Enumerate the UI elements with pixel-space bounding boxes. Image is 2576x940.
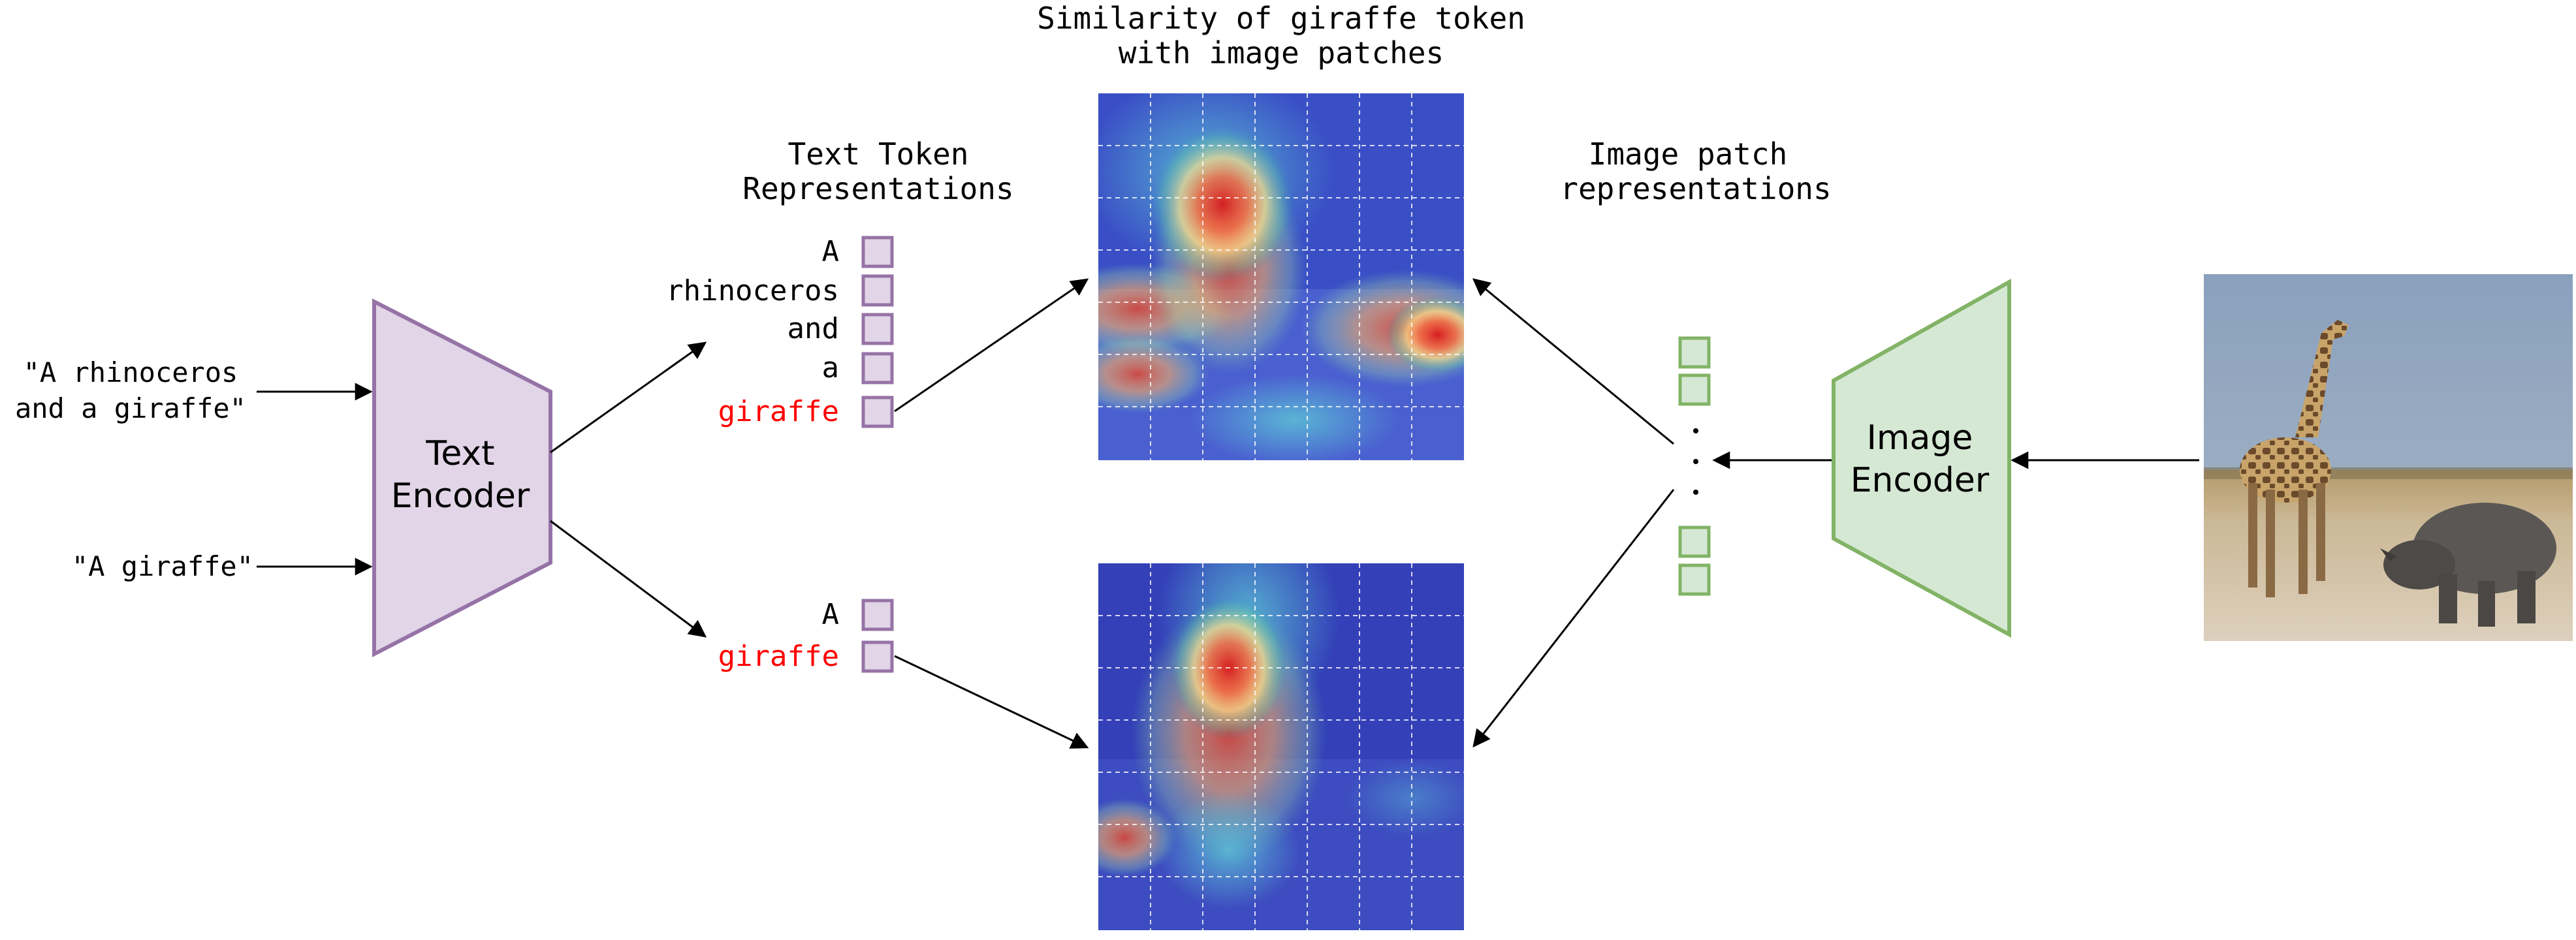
patch-embedding-box (1678, 563, 1711, 596)
token-embedding-box-giraffe (861, 640, 894, 673)
input-text-1-line2: and a giraffe" (15, 392, 246, 424)
patch-header-line2: representations (1560, 171, 1831, 206)
input-text-1-line1: "A rhinoceros (24, 356, 238, 388)
arrow-giraffe-token-to-top-heatmap (894, 278, 1089, 413)
token-embedding-box (861, 236, 894, 268)
input-text-2: "A giraffe" (72, 550, 253, 582)
patch-embedding-column (1678, 336, 1711, 596)
token-label: A (822, 235, 840, 268)
giraffe-shape (2240, 320, 2349, 597)
arrow-patches-to-top-heatmap (1472, 278, 1674, 445)
image-encoder-label-line1: Image (1867, 418, 1973, 458)
token-label: A (822, 598, 840, 631)
patch-embedding-box (1678, 525, 1711, 558)
token-embedding-box (861, 274, 894, 307)
top-token-list: A rhinoceros and a giraffe (666, 235, 894, 428)
heatmap-title-line2: with image patches (1119, 35, 1444, 70)
patch-header-line1: Image patch (1589, 136, 1788, 172)
ellipsis-dot (1693, 428, 1698, 433)
patch-embedding-box (1678, 336, 1711, 369)
heatmap-bottom (1098, 563, 1464, 930)
heatmap-title-line1: Similarity of giraffe token (1037, 1, 1525, 36)
arrow-patches-to-bottom-heatmap (1472, 489, 1675, 748)
token-embedding-box-giraffe (861, 396, 894, 428)
arrow-encoder-to-bottom-tokens (550, 520, 707, 638)
token-label: a (822, 351, 840, 384)
image-encoder-block (1832, 278, 2011, 638)
text-encoder-block (372, 298, 552, 657)
token-embedding-box (861, 599, 894, 631)
token-label: and (787, 312, 839, 345)
ellipsis-dot (1693, 490, 1698, 495)
token-label: rhinoceros (666, 274, 839, 307)
token-header-line2: Representations (742, 171, 1013, 206)
patch-embedding-box (1678, 373, 1711, 406)
input-photo (2204, 274, 2573, 641)
bottom-token-list: A giraffe (718, 598, 894, 673)
text-encoder-label-line1: Text (425, 434, 494, 473)
token-embedding-box (861, 313, 894, 345)
heatmap-top (1098, 93, 1464, 460)
rhino-shape (2380, 503, 2556, 627)
image-encoder-label-line2: Encoder (1851, 461, 1990, 500)
token-label-highlighted: giraffe (718, 640, 839, 673)
text-encoder-label-line2: Encoder (391, 477, 530, 516)
token-header-line1: Text Token (788, 136, 969, 172)
token-embedding-box (861, 352, 894, 384)
token-label-highlighted: giraffe (718, 395, 839, 428)
ellipsis-dot (1693, 459, 1698, 464)
arrow-giraffe-token-to-bottom-heatmap (894, 655, 1089, 749)
arrow-encoder-to-top-tokens (550, 341, 707, 454)
